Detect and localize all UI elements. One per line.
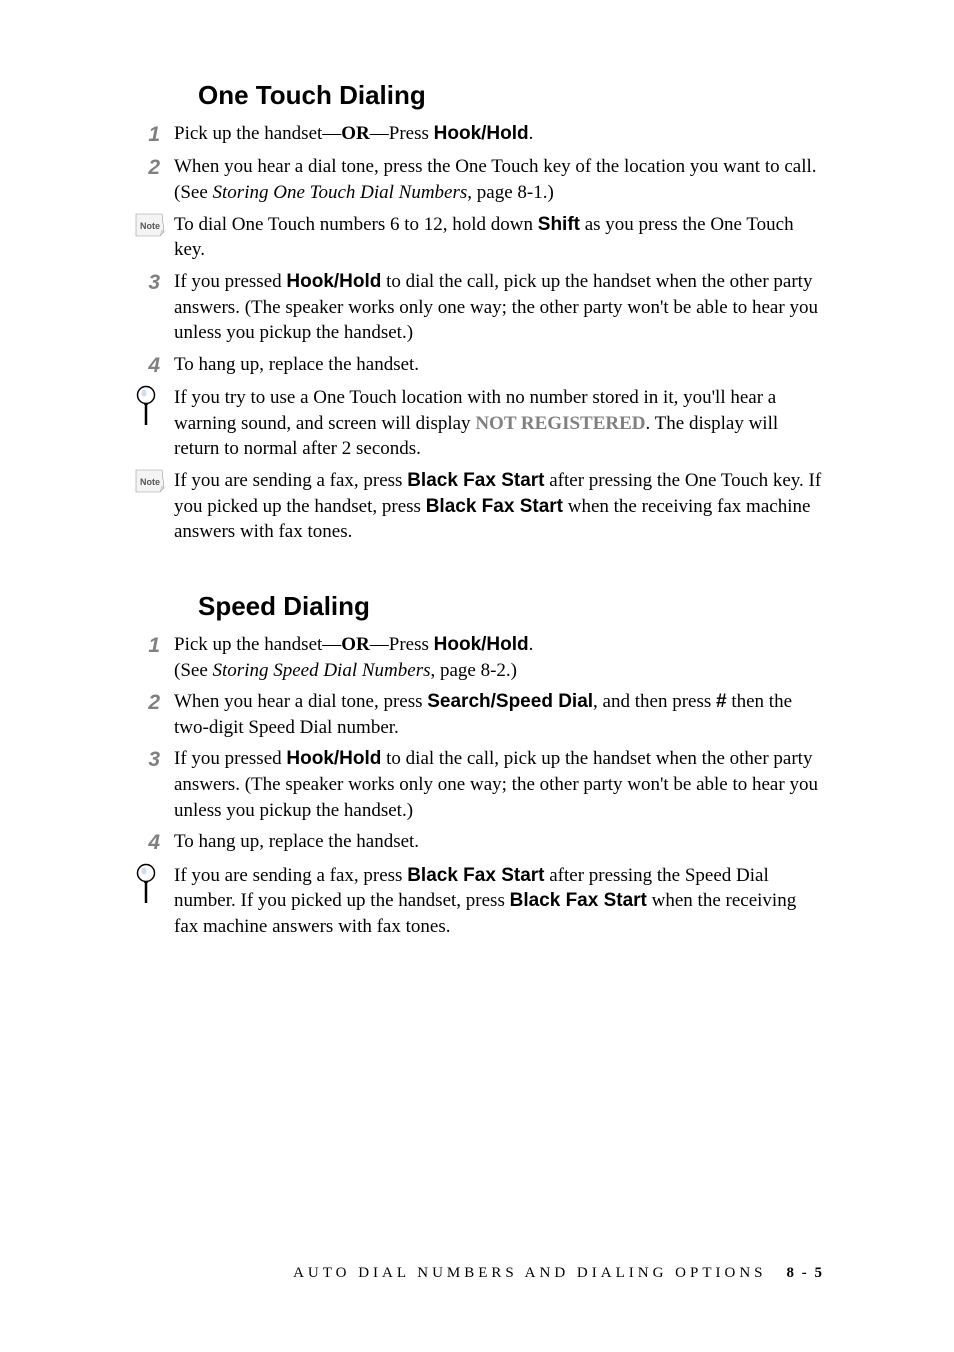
s1-tip1: If you try to use a One Touch location w… — [130, 385, 824, 462]
footer-text: AUTO DIAL NUMBERS AND DIALING OPTIONS — [293, 1265, 766, 1281]
text: . — [529, 123, 534, 144]
button-label: Shift — [538, 214, 580, 235]
note-body: If you are sending a fax, press Black Fa… — [174, 468, 824, 545]
s1-note1: Note To dial One Touch numbers 6 to 12, … — [130, 212, 824, 263]
note-icon: Note — [130, 468, 174, 545]
display-text: NOT REGISTERED — [475, 413, 645, 434]
step-number: 2 — [130, 154, 174, 205]
text: (See — [174, 660, 213, 681]
reference: Storing One Touch Dial Numbers — [213, 182, 468, 203]
s1-note2: Note If you are sending a fax, press Bla… — [130, 468, 824, 545]
step-body: When you hear a dial tone, press the One… — [174, 154, 824, 205]
section2-heading: Speed Dialing — [198, 591, 824, 622]
text: , and then press — [593, 691, 716, 712]
step-number: 1 — [130, 632, 174, 683]
button-label: Black Fax Start — [510, 890, 647, 911]
button-label: Black Fax Start — [407, 865, 544, 886]
lightbulb-icon — [130, 385, 174, 462]
text: To dial One Touch numbers 6 to 12, hold … — [174, 214, 538, 235]
step-number: 3 — [130, 746, 174, 823]
page-footer: AUTO DIAL NUMBERS AND DIALING OPTIONS 8 -… — [0, 1265, 824, 1282]
step-number: 3 — [130, 269, 174, 346]
note-body: To dial One Touch numbers 6 to 12, hold … — [174, 212, 824, 263]
hash-key: # — [716, 691, 727, 712]
step-body: When you hear a dial tone, press Search/… — [174, 689, 824, 740]
text: —Press — [370, 634, 434, 655]
button-label: Search/Speed Dial — [427, 691, 593, 712]
s2-step1: 1 Pick up the handset—OR—Press Hook/Hold… — [130, 632, 824, 683]
step-number: 1 — [130, 121, 174, 148]
or-text: OR — [341, 634, 370, 655]
or-text: OR — [341, 123, 370, 144]
button-label: Black Fax Start — [407, 470, 544, 491]
text: Pick up the handset— — [174, 634, 341, 655]
step-body: Pick up the handset—OR—Press Hook/Hold. … — [174, 632, 824, 683]
step-number: 2 — [130, 689, 174, 740]
s2-tip1: If you are sending a fax, press Black Fa… — [130, 863, 824, 940]
s1-step4: 4 To hang up, replace the handset. — [130, 352, 824, 379]
text: If you pressed — [174, 748, 286, 769]
button-label: Hook/Hold — [434, 123, 529, 144]
page-number: 8 - 5 — [787, 1265, 825, 1281]
s2-step3: 3 If you pressed Hook/Hold to dial the c… — [130, 746, 824, 823]
section1-heading: One Touch Dialing — [198, 80, 824, 111]
tip-body: If you try to use a One Touch location w… — [174, 385, 824, 462]
step-number: 4 — [130, 829, 174, 856]
text: If you are sending a fax, press — [174, 865, 407, 886]
button-label: Hook/Hold — [286, 748, 381, 769]
button-label: Black Fax Start — [426, 496, 563, 517]
text: If you pressed — [174, 271, 286, 292]
text: , page 8-1.) — [467, 182, 554, 203]
step-number: 4 — [130, 352, 174, 379]
text: Pick up the handset— — [174, 123, 341, 144]
reference: Storing Speed Dial Numbers — [213, 660, 431, 681]
text: —Press — [370, 123, 434, 144]
s1-step3: 3 If you pressed Hook/Hold to dial the c… — [130, 269, 824, 346]
button-label: Hook/Hold — [286, 271, 381, 292]
text: When you hear a dial tone, press — [174, 691, 427, 712]
svg-text:Note: Note — [140, 221, 160, 231]
s2-step4: 4 To hang up, replace the handset. — [130, 829, 824, 856]
step-body: To hang up, replace the handset. — [174, 352, 824, 379]
text: . — [529, 634, 534, 655]
tip-body: If you are sending a fax, press Black Fa… — [174, 863, 824, 940]
lightbulb-icon — [130, 863, 174, 940]
text: If you are sending a fax, press — [174, 470, 407, 491]
s1-step1: 1 Pick up the handset—OR—Press Hook/Hold… — [130, 121, 824, 148]
step-body: Pick up the handset—OR—Press Hook/Hold. — [174, 121, 824, 148]
text: , page 8-2.) — [430, 660, 517, 681]
button-label: Hook/Hold — [434, 634, 529, 655]
step-body: If you pressed Hook/Hold to dial the cal… — [174, 269, 824, 346]
svg-text:Note: Note — [140, 477, 160, 487]
s2-step2: 2 When you hear a dial tone, press Searc… — [130, 689, 824, 740]
s1-step2: 2 When you hear a dial tone, press the O… — [130, 154, 824, 205]
step-body: To hang up, replace the handset. — [174, 829, 824, 856]
note-icon: Note — [130, 212, 174, 263]
step-body: If you pressed Hook/Hold to dial the cal… — [174, 746, 824, 823]
